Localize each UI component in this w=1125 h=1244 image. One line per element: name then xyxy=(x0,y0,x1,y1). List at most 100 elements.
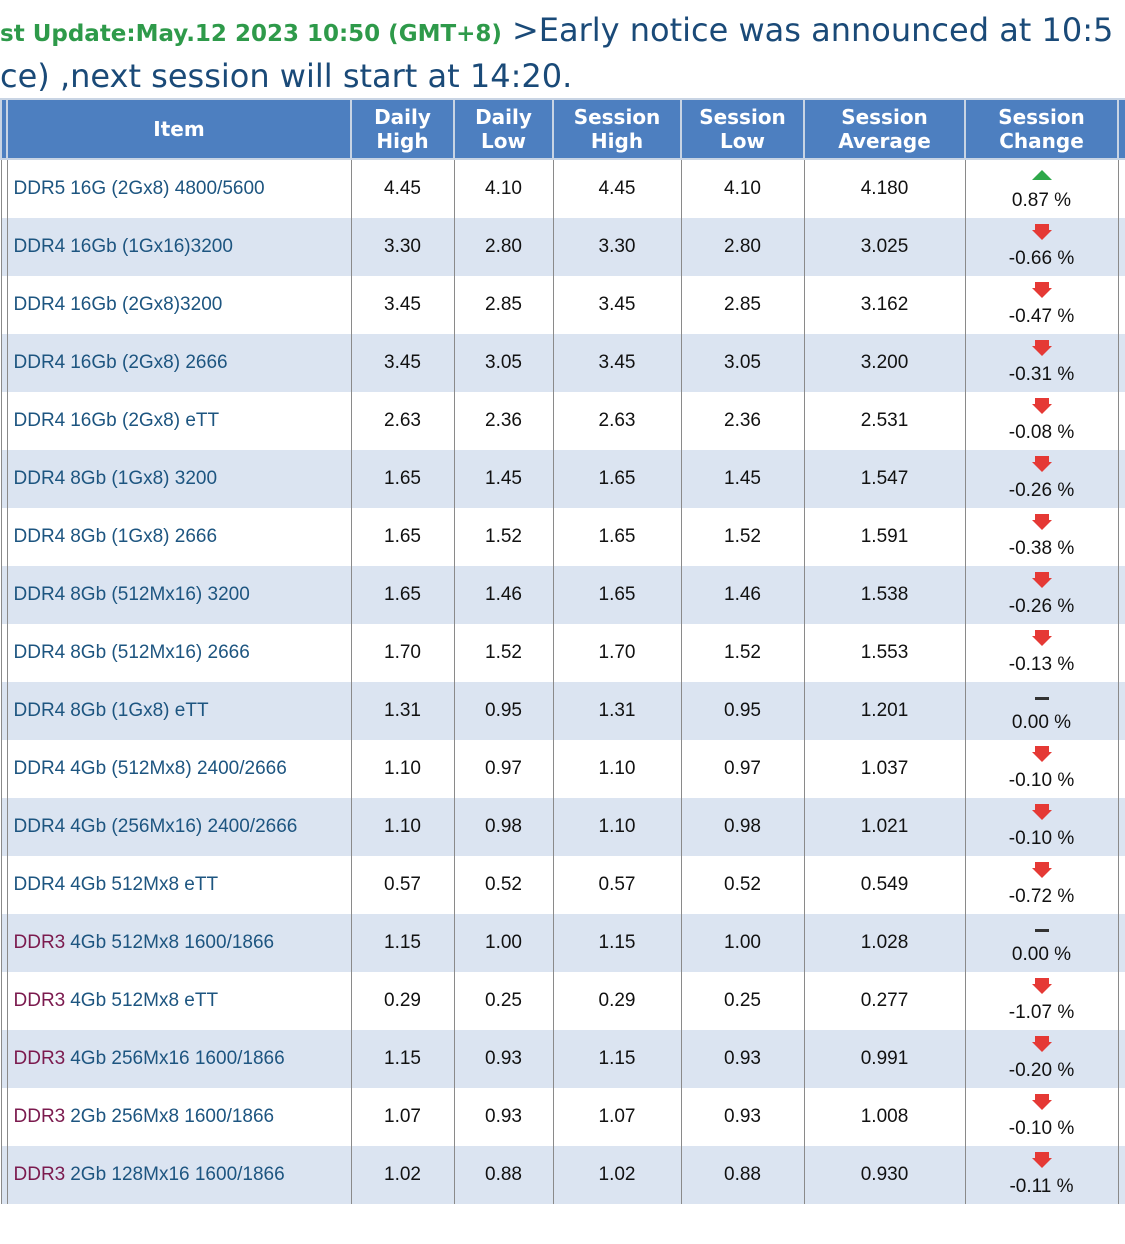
header-line: st Update:May.12 2023 10:50 (GMT+8) >Earl… xyxy=(0,8,1125,52)
change-text: -0.08 % xyxy=(1008,422,1075,443)
price-cell: 1.10 xyxy=(350,740,455,798)
price-cell: 1.00 xyxy=(680,914,805,972)
price-cell: 2.36 xyxy=(680,392,805,450)
column-header: Item xyxy=(6,98,352,160)
item-spec: 8Gb (512Mx16) 3200 xyxy=(70,584,250,605)
price-cell: 0.930 xyxy=(803,1146,966,1204)
price-cell: 1.021 xyxy=(803,798,966,856)
table-row: DDR4 16Gb (2Gx8) 2666 3.45 3.05 3.45 3.05 3.20… xyxy=(0,334,1125,392)
price-cell: 3.05 xyxy=(680,334,805,392)
item-spec: 16Gb (2Gx8)3200 xyxy=(70,294,223,315)
edge-cell xyxy=(1117,856,1125,914)
edge-cell xyxy=(1117,159,1125,218)
change-text: -0.20 % xyxy=(1008,1060,1075,1081)
change-cell: -1.07 % xyxy=(964,972,1119,1030)
price-cell: 0.29 xyxy=(350,972,455,1030)
change-text: 0.00 % xyxy=(1011,944,1072,965)
price-cell: 0.98 xyxy=(680,798,805,856)
change-text: -0.10 % xyxy=(1008,1118,1075,1139)
price-cell: 1.201 xyxy=(803,682,966,740)
change-text: -0.72 % xyxy=(1008,886,1075,907)
table-row: DDR4 8Gb (1Gx8) eTT 1.31 0.95 1.31 0.95 1.201 0… xyxy=(0,682,1125,740)
trend-icon xyxy=(1031,1152,1052,1168)
price-cell: 3.45 xyxy=(552,276,682,334)
edge-cell xyxy=(1117,450,1125,508)
table-row: DDR3 4Gb 512Mx8 eTT 0.29 0.25 0.29 0.25 0.277-… xyxy=(0,972,1125,1030)
price-cell: 2.85 xyxy=(680,276,805,334)
item-type: DDR4 xyxy=(13,526,66,547)
price-cell: 0.549 xyxy=(803,856,966,914)
price-cell: 1.15 xyxy=(552,914,682,972)
price-cell: 4.180 xyxy=(803,159,966,218)
item-cell: DDR3 4Gb 256Mx16 1600/1866 xyxy=(6,1030,352,1088)
price-cell: 0.93 xyxy=(453,1088,554,1146)
price-cell: 0.29 xyxy=(552,972,682,1030)
change-cell: -0.26 % xyxy=(964,450,1119,508)
price-cell: 2.85 xyxy=(453,276,554,334)
item-type: DDR4 xyxy=(13,816,66,837)
edge-cell xyxy=(1117,682,1125,740)
change-text: -0.13 % xyxy=(1008,654,1075,675)
item-spec: 4Gb 512Mx8 eTT xyxy=(70,990,219,1011)
item-type: DDR4 xyxy=(13,700,66,721)
change-cell: -0.38 % xyxy=(964,508,1119,566)
price-cell: 1.10 xyxy=(350,798,455,856)
item-type: DDR4 xyxy=(13,642,66,663)
price-cell: 3.30 xyxy=(350,218,455,276)
item-cell: DDR4 4Gb 512Mx8 eTT xyxy=(6,856,352,914)
price-cell: 1.538 xyxy=(803,566,966,624)
price-cell: 3.200 xyxy=(803,334,966,392)
price-cell: 1.65 xyxy=(350,450,455,508)
change-text: -0.31 % xyxy=(1008,364,1075,385)
price-cell: 1.45 xyxy=(680,450,805,508)
change-cell: -0.10 % xyxy=(964,1088,1119,1146)
change-text: -0.11 % xyxy=(1009,1176,1074,1197)
price-cell: 1.31 xyxy=(350,682,455,740)
item-cell: DDR4 8Gb (512Mx16) 3200 xyxy=(6,566,352,624)
item-type: DDR4 xyxy=(13,468,66,489)
change-text: -0.38 % xyxy=(1008,538,1075,559)
column-header: Session Average xyxy=(803,98,966,160)
price-cell: 1.65 xyxy=(552,450,682,508)
price-cell: 0.88 xyxy=(680,1146,805,1204)
price-cell: 2.36 xyxy=(453,392,554,450)
price-cell: 0.97 xyxy=(453,740,554,798)
notice: ce) ,next session will start at 14:20. xyxy=(0,57,573,95)
trend-icon xyxy=(1031,978,1052,994)
price-cell: 0.95 xyxy=(453,682,554,740)
trend-icon xyxy=(1034,929,1049,932)
item-spec: 4Gb (256Mx16) 2400/2666 xyxy=(70,816,298,837)
price-cell: 0.25 xyxy=(680,972,805,1030)
item-type: DDR4 xyxy=(13,236,66,257)
item-cell: DDR4 4Gb (512Mx8) 2400/2666 xyxy=(6,740,352,798)
price-cell: 1.65 xyxy=(350,566,455,624)
change-cell: -0.26 % xyxy=(964,566,1119,624)
item-cell: DDR4 16Gb (1Gx16)3200 xyxy=(6,218,352,276)
table-row: DDR4 4Gb 512Mx8 eTT 0.57 0.52 0.57 0.52 0.549-… xyxy=(0,856,1125,914)
change-cell: -0.20 % xyxy=(964,1030,1119,1088)
trend-icon xyxy=(1031,224,1052,240)
header: st Update:May.12 2023 10:50 (GMT+8) >Earl… xyxy=(0,8,1125,98)
item-type: DDR4 xyxy=(13,410,66,431)
item-spec: 4Gb 512Mx8 eTT xyxy=(70,874,219,895)
edge-cell xyxy=(1117,1088,1125,1146)
item-type: DDR3 xyxy=(13,990,66,1011)
table-row: DDR4 16Gb (2Gx8)3200 3.45 2.85 3.45 2.85 3.162… xyxy=(0,276,1125,334)
trend-icon xyxy=(1031,340,1052,356)
item-spec: 8Gb (1Gx8) eTT xyxy=(70,700,209,721)
table-row: DDR4 16Gb (2Gx8) eTT 2.63 2.36 2.63 2.36 2.531… xyxy=(0,392,1125,450)
price-cell: 2.531 xyxy=(803,392,966,450)
price-cell: 1.52 xyxy=(680,624,805,682)
price-cell: 1.15 xyxy=(350,1030,455,1088)
item-spec: 2Gb 256Mx8 1600/1866 xyxy=(70,1106,275,1127)
item-spec: 16Gb (2Gx8) 2666 xyxy=(70,352,228,373)
price-cell: 1.07 xyxy=(350,1088,455,1146)
item-cell: DDR4 4Gb (256Mx16) 2400/2666 xyxy=(6,798,352,856)
item-type: DDR3 xyxy=(13,1048,66,1069)
table-row: DDR4 4Gb (512Mx8) 2400/2666 1.10 0.97 1.10 0.… xyxy=(0,740,1125,798)
table-row: DDR3 2Gb 128Mx16 1600/1866 1.02 0.88 1.02 0.8… xyxy=(0,1146,1125,1204)
price-cell: 1.45 xyxy=(453,450,554,508)
item-type: DDR3 xyxy=(13,1164,66,1185)
price-cell: 1.02 xyxy=(350,1146,455,1204)
item-spec: 16Gb (2Gx8) eTT xyxy=(70,410,220,431)
